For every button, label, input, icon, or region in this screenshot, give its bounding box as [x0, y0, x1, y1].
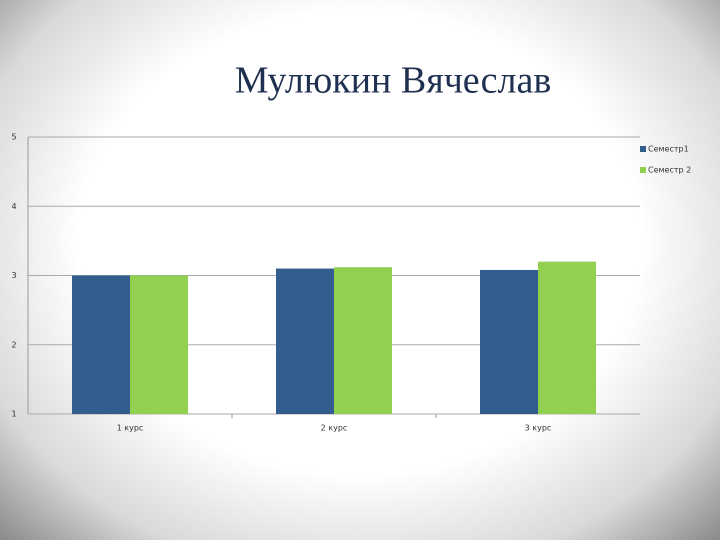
x-tick-label: 1 курс: [117, 424, 144, 433]
x-tick-label: 3 курс: [525, 424, 552, 433]
bar: [480, 269, 538, 414]
bar: [538, 261, 596, 414]
bar: [130, 275, 188, 414]
bar: [276, 268, 334, 414]
legend-label: Семестр 2: [648, 166, 691, 175]
chart-title: Мулюкин Вячеслав: [235, 60, 552, 102]
y-tick-label: 1: [11, 410, 16, 419]
x-tick-label: 2 курс: [321, 424, 348, 433]
y-tick-label: 5: [11, 133, 16, 142]
y-tick-label: 3: [11, 271, 16, 280]
y-tick-label: 2: [11, 340, 16, 349]
bar: [334, 267, 392, 414]
legend-swatch: [640, 167, 646, 173]
legend-label: Семестр1: [648, 145, 689, 154]
legend-swatch: [640, 146, 646, 152]
bar: [72, 275, 130, 414]
y-tick-label: 4: [11, 202, 16, 211]
